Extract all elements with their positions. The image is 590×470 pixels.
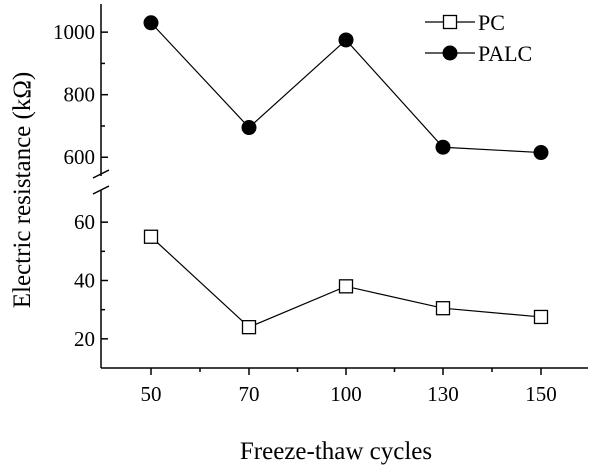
y-tick-label: 40 xyxy=(74,269,95,293)
x-tick-label: 100 xyxy=(330,382,362,406)
axis-break-mark xyxy=(92,169,110,179)
y-tick-label: 1000 xyxy=(53,20,95,44)
point-pc xyxy=(241,320,257,335)
tick-labels: 20 40 60 600 800 1000 50 70 100 130 150 xyxy=(53,20,557,406)
x-tick-label: 70 xyxy=(239,382,260,406)
y-tick-label: 60 xyxy=(74,210,95,234)
x-tick-label: 50 xyxy=(141,382,162,406)
legend-item-pc: PC xyxy=(425,10,505,35)
legend-marker-palc xyxy=(442,45,458,61)
point-pc xyxy=(338,279,354,294)
axis-break-mark xyxy=(92,185,110,195)
y-axis-title: Electric resistance (kΩ) xyxy=(9,72,36,309)
legend-item-palc: PALC xyxy=(425,41,532,66)
point-palc xyxy=(435,139,451,155)
legend-label-palc: PALC xyxy=(478,41,532,66)
point-pc xyxy=(533,309,549,325)
point-palc xyxy=(143,15,159,31)
ticks xyxy=(101,31,542,375)
legend-label-pc: PC xyxy=(478,10,505,35)
point-palc xyxy=(338,32,354,48)
legend: PC PALC xyxy=(425,10,532,66)
series-palc xyxy=(143,15,549,161)
y-tick-label: 600 xyxy=(64,145,96,169)
point-pc xyxy=(143,229,159,244)
point-pc xyxy=(435,301,451,316)
series-pc xyxy=(143,229,549,335)
y-tick-label: 20 xyxy=(74,327,95,351)
point-palc xyxy=(533,145,549,161)
x-axis-title: Freeze-thaw cycles xyxy=(240,438,432,465)
x-tick-label: 130 xyxy=(427,382,459,406)
series-layer xyxy=(143,15,549,335)
legend-marker-pc xyxy=(442,14,458,30)
x-tick-label: 150 xyxy=(525,382,557,406)
point-palc xyxy=(241,120,257,136)
y-tick-label: 800 xyxy=(64,83,96,107)
